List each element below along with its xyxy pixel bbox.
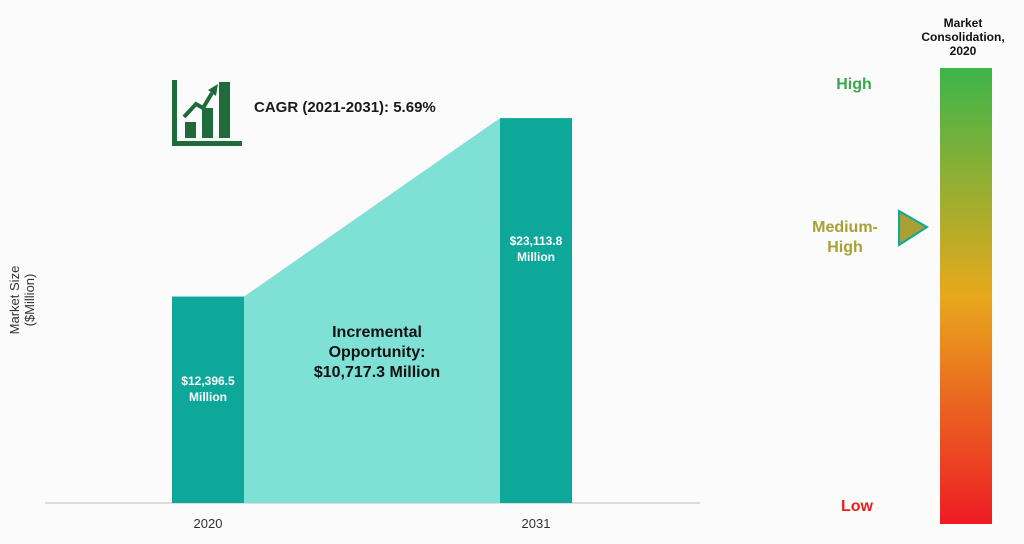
bar-2020-value: $12,396.5 [181, 374, 235, 388]
level-low: Low [841, 498, 873, 515]
consolidation-title-line1: Market [943, 16, 983, 30]
incremental-line3: $10,717.3 Million [313, 364, 441, 381]
bar-2031-unit: Million [517, 250, 555, 264]
incremental-line1: Incremental [332, 324, 422, 341]
consolidation-title-line3: 2020 [949, 44, 977, 58]
level-medium-high: Medium- High [800, 218, 890, 258]
growth-chart-icon [172, 80, 242, 146]
bar-2031 [500, 118, 572, 503]
incremental-opportunity-label: Incremental Opportunity: $10,717.3 Milli… [292, 323, 462, 383]
incremental-line2: Opportunity: [328, 344, 426, 361]
bar-2020-data-label: $12,396.5 Million [168, 373, 248, 405]
consolidation-gradient-bar [940, 68, 992, 524]
x-tick-2020: 2020 [193, 516, 223, 531]
y-axis-label-line2: ($Million) [22, 273, 37, 327]
bar-2020 [172, 296, 244, 503]
y-axis-label-line1: Market Size [7, 265, 22, 335]
y-axis-label: Market Size ($Million) [7, 250, 37, 350]
cagr-label: CAGR (2021-2031): 5.69% [254, 99, 436, 116]
consolidation-title-line2: Consolidation, [921, 30, 1005, 44]
bar-2031-data-label: $23,113.8 Million [496, 233, 576, 265]
level-medium-high-line2: High [827, 239, 863, 256]
incremental-opportunity-area [244, 118, 500, 503]
level-medium-high-line1: Medium- [812, 219, 878, 236]
x-tick-2031: 2031 [521, 516, 551, 531]
bar-2020-unit: Million [189, 390, 227, 404]
bar-2031-value: $23,113.8 [509, 234, 563, 248]
level-high: High [836, 76, 872, 93]
triangle-pointer-icon [898, 209, 929, 247]
consolidation-title: Market Consolidation, 2020 [908, 16, 1018, 58]
